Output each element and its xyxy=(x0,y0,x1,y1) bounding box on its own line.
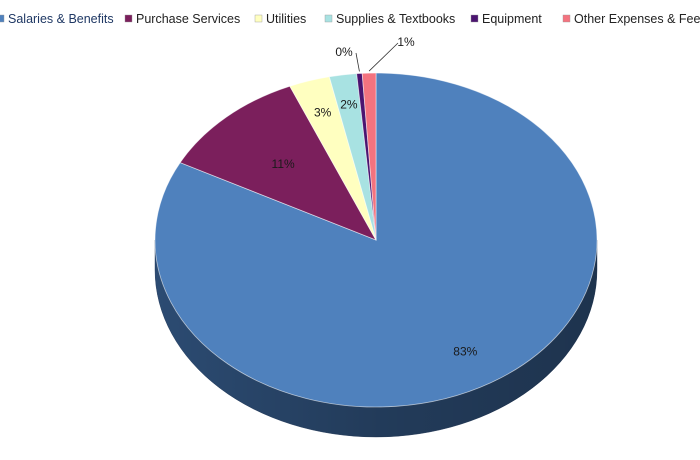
legend-item-purchase-services: Purchase Services xyxy=(124,12,240,26)
legend-swatch xyxy=(0,14,5,23)
legend-label: Purchase Services xyxy=(136,12,240,26)
data-label-salaries-and-benefits: 83% xyxy=(453,344,477,358)
legend-item-equipment: Equipment xyxy=(470,12,542,26)
pie-slices xyxy=(154,72,598,408)
legend-swatch xyxy=(254,14,263,23)
data-label-supplies-and-textbooks: 2% xyxy=(340,98,358,112)
data-label-other-expenses-and-fees: 1% xyxy=(397,35,415,49)
leader-line-equipment xyxy=(355,52,360,72)
legend-swatch xyxy=(324,14,333,23)
legend-label: Other Expenses & Fees xyxy=(574,12,700,26)
data-label-utilities: 3% xyxy=(314,106,332,120)
legend-item-utilities: Utilities xyxy=(254,12,306,26)
legend-swatch xyxy=(124,14,133,23)
legend-item-other-expenses-and-fees: Other Expenses & Fees xyxy=(562,12,700,26)
legend-item-salaries-and-benefits: Salaries & Benefits xyxy=(0,12,114,26)
legend-label: Supplies & Textbooks xyxy=(336,12,455,26)
legend-swatch xyxy=(562,14,571,23)
legend-swatch xyxy=(470,14,479,23)
leader-line-other-expenses-and-fees xyxy=(368,42,399,72)
legend-item-supplies-and-textbooks: Supplies & Textbooks xyxy=(324,12,455,26)
slice-other-expenses-and-fees xyxy=(361,72,377,241)
data-labels: 83% 11% 3% 2% 0% 1% xyxy=(272,35,478,358)
legend-label: Equipment xyxy=(482,12,542,26)
legend-label: Salaries & Benefits xyxy=(8,12,114,26)
legend-label: Utilities xyxy=(266,12,306,26)
slice-purchase-services xyxy=(179,85,377,241)
data-label-equipment: 0% xyxy=(335,45,353,59)
pie-side-shading xyxy=(155,240,597,437)
legend: Salaries & Benefits Purchase Services Util… xyxy=(0,12,700,26)
data-label-purchase-services: 11% xyxy=(272,157,295,171)
